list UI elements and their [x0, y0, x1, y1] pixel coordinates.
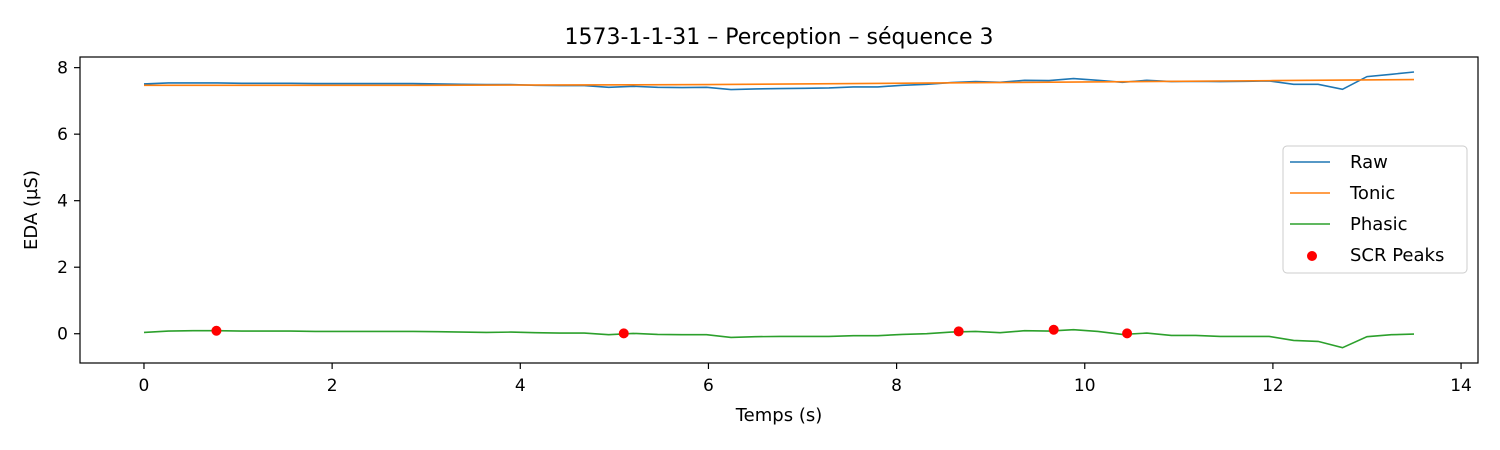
x-axis: 0 2 4 6 8 10 12 14: [139, 363, 1472, 396]
y-axis: 0 2 4 6 8: [57, 59, 80, 345]
legend-label-scr-peaks: SCR Peaks: [1350, 245, 1444, 266]
chart-title: 1573-1-1-31 – Perception – séquence 3: [564, 25, 993, 50]
x-tick-label: 2: [327, 376, 338, 396]
series-line-tonic: [144, 78, 1415, 87]
y-tick-label: 2: [57, 258, 68, 278]
legend-label-tonic: Tonic: [1349, 183, 1395, 204]
y-tick-label: 4: [57, 192, 68, 212]
x-tick-label: 4: [515, 376, 526, 396]
x-tick-label: 0: [139, 376, 150, 396]
legend: Raw Tonic Phasic SCR Peaks: [1282, 145, 1468, 274]
x-axis-title: Temps (s): [735, 405, 823, 426]
peaks-layer: [211, 324, 1133, 339]
x-tick-label: 6: [703, 376, 714, 396]
scr-peak-point: [211, 325, 222, 336]
x-tick-label: 8: [891, 376, 902, 396]
legend-label-raw: Raw: [1350, 152, 1388, 173]
x-tick-label: 12: [1262, 376, 1284, 396]
scr-peak-point: [953, 326, 964, 337]
legend-label-phasic: Phasic: [1350, 214, 1408, 235]
x-tick-label: 10: [1074, 376, 1096, 396]
x-tick-label: 14: [1450, 376, 1472, 396]
legend-box: [1282, 145, 1468, 274]
legend-swatch-scr-peaks: [1307, 251, 1317, 261]
plot-area: [79, 56, 1479, 364]
scr-peak-point: [1048, 324, 1059, 335]
y-tick-label: 6: [57, 125, 68, 145]
scr-peak-point: [1122, 328, 1133, 339]
plot-frame: [79, 56, 1479, 364]
y-tick-label: 0: [57, 325, 68, 345]
series-layer: [143, 71, 1415, 349]
y-axis-title: EDA (µS): [21, 170, 42, 250]
series-line-phasic: [143, 328, 1415, 349]
scr-peak-point: [618, 328, 629, 339]
y-tick-label: 8: [57, 59, 68, 79]
